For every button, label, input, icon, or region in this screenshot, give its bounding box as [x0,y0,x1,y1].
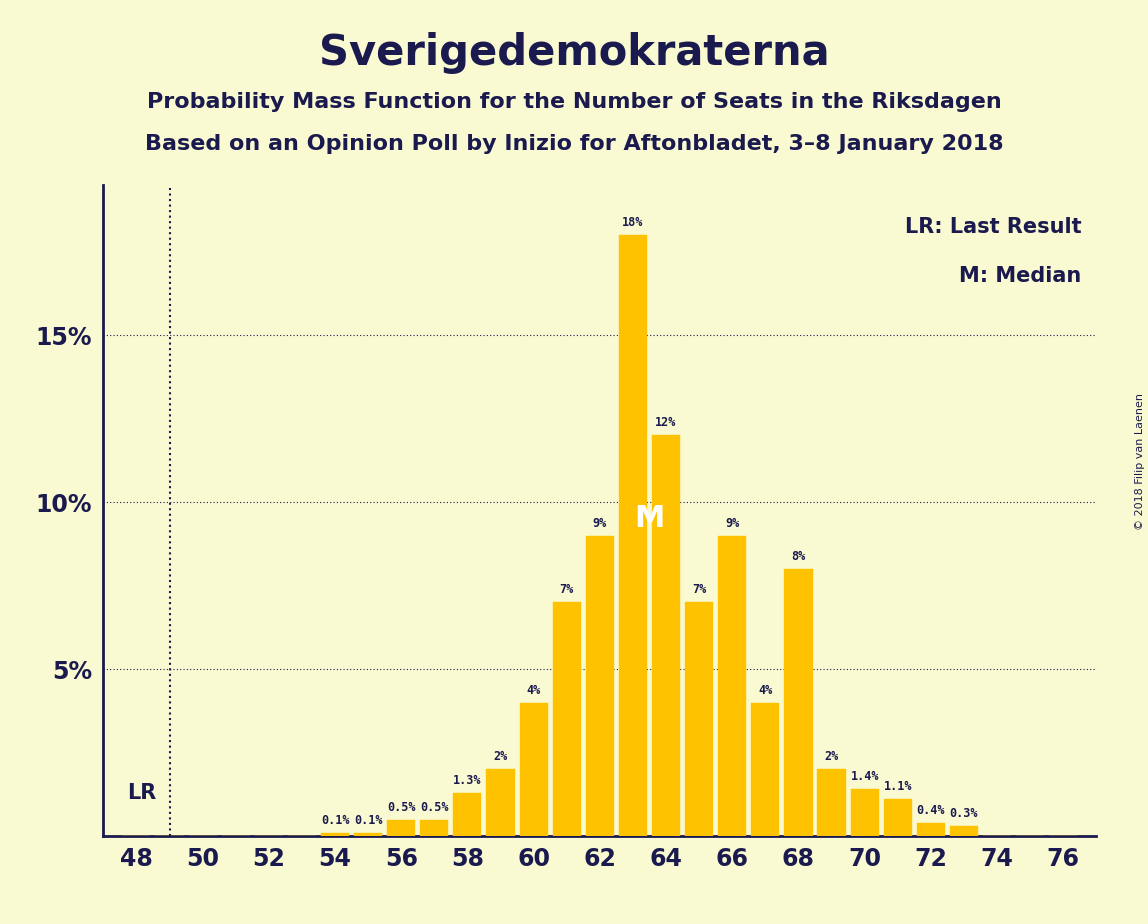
Text: 9%: 9% [726,517,739,529]
Bar [949,826,978,836]
Text: 2%: 2% [494,750,507,763]
Text: M: Median: M: Median [960,266,1081,286]
Text: 2%: 2% [824,750,839,763]
Bar [619,235,647,836]
Bar [354,833,382,836]
Text: 1.1%: 1.1% [884,781,912,794]
Text: 0.4%: 0.4% [916,804,945,817]
Bar [321,833,349,836]
Bar [884,799,912,836]
Text: © 2018 Filip van Laenen: © 2018 Filip van Laenen [1135,394,1145,530]
Text: 0.5%: 0.5% [420,800,449,813]
Bar [685,602,713,836]
Bar [487,770,514,836]
Text: 4%: 4% [527,684,541,697]
Text: 8%: 8% [791,550,806,563]
Bar [751,702,779,836]
Text: Sverigedemokraterna: Sverigedemokraterna [319,32,829,74]
Text: Probability Mass Function for the Number of Seats in the Riksdagen: Probability Mass Function for the Number… [147,92,1001,113]
Bar [520,702,548,836]
Text: 0.5%: 0.5% [387,800,416,813]
Text: Based on an Opinion Poll by Inizio for Aftonbladet, 3–8 January 2018: Based on an Opinion Poll by Inizio for A… [145,134,1003,154]
Text: 1.3%: 1.3% [453,773,482,786]
Bar [917,823,945,836]
Bar [453,793,481,836]
Bar [585,536,614,836]
Text: 12%: 12% [656,417,676,430]
Text: 9%: 9% [592,517,607,529]
Text: 18%: 18% [622,216,644,229]
Bar [387,820,416,836]
Text: 7%: 7% [559,583,574,596]
Bar [652,435,680,836]
Text: 7%: 7% [692,583,706,596]
Text: LR: LR [127,783,156,803]
Bar [719,536,746,836]
Text: 0.3%: 0.3% [949,808,978,821]
Bar [420,820,449,836]
Text: LR: Last Result: LR: Last Result [905,217,1081,237]
Bar [784,569,813,836]
Text: M: M [635,505,665,533]
Text: 0.1%: 0.1% [354,814,382,827]
Text: 0.1%: 0.1% [320,814,349,827]
Bar [851,789,878,836]
Text: 1.4%: 1.4% [851,771,879,784]
Bar [552,602,581,836]
Bar [817,770,846,836]
Text: 4%: 4% [758,684,773,697]
